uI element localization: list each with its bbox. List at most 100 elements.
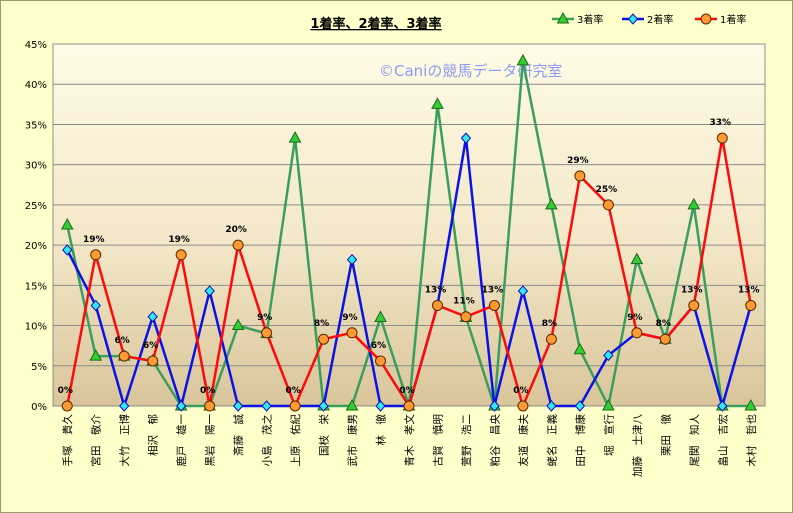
y-tick-label: 35% bbox=[25, 120, 47, 131]
x-tick-label: 大竹 正博 bbox=[118, 414, 131, 467]
diamond-marker bbox=[574, 400, 586, 412]
circle-marker bbox=[460, 311, 472, 323]
x-tick-label: 手塚 貴久 bbox=[61, 414, 74, 467]
triangle-marker bbox=[60, 217, 74, 230]
triangle-marker bbox=[556, 11, 570, 24]
circle-marker bbox=[403, 400, 415, 412]
triangle-marker bbox=[630, 252, 644, 265]
data-label: 11% bbox=[453, 297, 475, 307]
circle-marker bbox=[431, 299, 443, 311]
y-tick-label: 45% bbox=[25, 40, 47, 51]
circle-marker bbox=[61, 400, 73, 412]
y-tick-label: 10% bbox=[25, 322, 47, 333]
circle-marker bbox=[289, 400, 301, 412]
diamond-marker bbox=[717, 400, 728, 412]
data-label: 0% bbox=[513, 386, 528, 396]
triangle-marker bbox=[431, 97, 444, 109]
data-label: 9% bbox=[257, 313, 272, 323]
diamond-marker bbox=[346, 253, 358, 266]
x-tick-label: 小島 茂之 bbox=[261, 414, 274, 467]
diamond-marker bbox=[375, 400, 386, 412]
chart-title: 1着率、2着率、3着率 bbox=[310, 16, 441, 32]
triangle-marker bbox=[231, 318, 245, 331]
triangle-marker bbox=[288, 131, 302, 143]
diamond-marker bbox=[175, 400, 187, 412]
diamond-marker bbox=[261, 400, 272, 412]
circle-marker bbox=[688, 299, 700, 311]
data-label: 25% bbox=[596, 185, 618, 195]
circle-marker bbox=[147, 355, 159, 367]
diamond-marker bbox=[119, 400, 130, 412]
triangle-marker bbox=[545, 197, 558, 210]
y-tick-label: 5% bbox=[31, 362, 47, 373]
data-label: 0% bbox=[399, 386, 414, 396]
x-tick-label: 栗田 徹 bbox=[659, 414, 672, 456]
diamond-marker bbox=[627, 13, 639, 25]
circle-marker bbox=[488, 299, 500, 311]
triangle-marker bbox=[89, 349, 103, 361]
circle-marker bbox=[517, 400, 529, 412]
data-label: 33% bbox=[710, 118, 732, 128]
x-tick-label: 上原 佑紀 bbox=[289, 414, 302, 467]
triangle-marker bbox=[687, 197, 701, 210]
x-tick-label: 木村 哲也 bbox=[745, 414, 758, 467]
data-label: 9% bbox=[342, 313, 357, 323]
y-axis: 0% 5% 10% 15% 20% 25% 30% 35% 40% 45% bbox=[25, 40, 47, 413]
diamond-marker bbox=[603, 349, 614, 362]
x-tick-label: 国枝 栄 bbox=[318, 414, 331, 456]
triangle-marker bbox=[516, 53, 530, 66]
diamond-marker bbox=[460, 132, 472, 144]
gridlines bbox=[53, 83, 765, 367]
data-label: 19% bbox=[168, 235, 190, 245]
data-label: 13% bbox=[425, 285, 447, 295]
diamond-marker bbox=[232, 400, 244, 412]
x-tick-label: 古賀 慎明 bbox=[431, 414, 444, 467]
x-tick-label: 宮田 敬介 bbox=[90, 414, 103, 467]
x-tick-label: 尾関 知人 bbox=[688, 414, 701, 467]
diamond-marker bbox=[546, 400, 557, 412]
circle-marker bbox=[204, 400, 216, 412]
data-label: 8% bbox=[314, 319, 329, 329]
y-tick-label: 25% bbox=[25, 201, 47, 212]
data-label: 29% bbox=[567, 156, 589, 166]
circle-marker bbox=[659, 333, 671, 345]
circle-marker bbox=[574, 170, 586, 182]
data-label: 9% bbox=[627, 313, 642, 323]
circle-marker bbox=[261, 327, 273, 339]
circle-marker bbox=[175, 249, 187, 261]
circle-marker bbox=[375, 355, 387, 367]
x-tick-label: 粕谷 昌央 bbox=[488, 414, 501, 467]
data-label: 6% bbox=[143, 341, 158, 351]
circle-marker bbox=[346, 327, 358, 339]
circle-marker bbox=[90, 249, 102, 261]
circle-marker bbox=[602, 199, 614, 211]
data-label: 20% bbox=[225, 225, 247, 235]
diamond-marker bbox=[489, 400, 500, 412]
data-label: 19% bbox=[83, 235, 105, 245]
data-label: 0% bbox=[58, 386, 73, 396]
data-label: 13% bbox=[681, 285, 703, 295]
circle-marker bbox=[716, 132, 728, 144]
x-tick-label: 堀 宣行 bbox=[602, 414, 615, 456]
series-group bbox=[60, 53, 758, 412]
y-tick-label: 0% bbox=[31, 402, 47, 413]
x-tick-label: 鹿戸 雄一 bbox=[175, 414, 188, 467]
legend: 3着率 2着率 1着率 bbox=[552, 11, 746, 26]
diamond-marker bbox=[90, 299, 101, 312]
triangle-marker bbox=[744, 398, 758, 411]
diamond-marker bbox=[517, 285, 529, 297]
x-tick-label: 蛯名 正義 bbox=[545, 414, 558, 467]
x-tick-label: 武市 康男 bbox=[346, 414, 359, 467]
legend-label: 1着率 bbox=[720, 13, 746, 26]
data-label: 8% bbox=[542, 319, 557, 329]
triangle-marker bbox=[345, 398, 359, 411]
triangle-marker bbox=[374, 310, 387, 323]
data-label: 6% bbox=[115, 336, 130, 346]
data-label: 13% bbox=[738, 285, 760, 295]
circle-marker bbox=[745, 299, 757, 311]
data-label: 0% bbox=[200, 386, 215, 396]
x-tick-label: 畠山 吉宏 bbox=[716, 414, 729, 467]
diamond-marker bbox=[62, 244, 73, 256]
